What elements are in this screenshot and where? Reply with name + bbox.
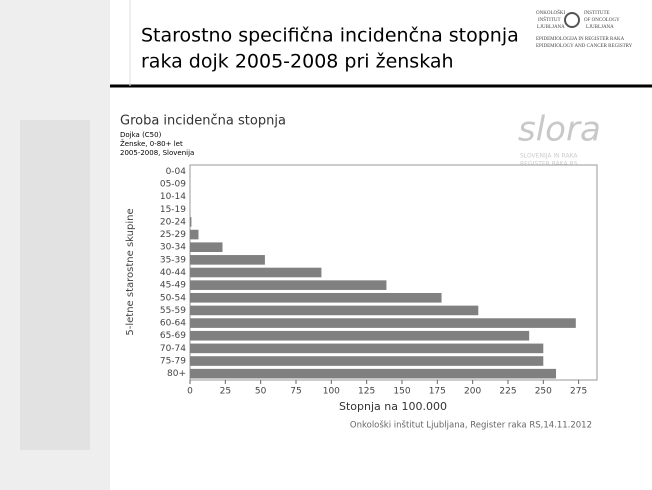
y-axis-label: 5-letne starostne skupine [125, 208, 136, 335]
chart-subtitle: Ženske, 0-80+ let [120, 139, 183, 148]
building-shape [20, 120, 90, 450]
y-tick-label: 25-29 [160, 230, 186, 240]
bar [190, 368, 557, 379]
slide-title: Starostno specifična incidenčna stopnja [141, 25, 519, 47]
footer: Onkološki inštitut Ljubljana, Register r… [350, 420, 592, 431]
logo-icon [564, 12, 580, 28]
logo-text: OF ONCOLOGY [584, 18, 620, 23]
y-tick-label: 15-19 [160, 205, 186, 215]
watermark: SLOVENIJA IN RAKA [520, 153, 578, 160]
bar [190, 217, 192, 227]
bar [190, 292, 442, 303]
y-tick-label: 40-44 [160, 268, 186, 278]
bar [190, 305, 479, 316]
chart-title: Groba incidenčna stopnja [120, 114, 286, 129]
logo-text: EPIDEMIOLOGIJA IN REGISTER RAKA [536, 37, 625, 42]
bar [190, 280, 387, 290]
bar [190, 318, 576, 328]
bar [190, 229, 199, 240]
bar [190, 356, 544, 366]
y-tick-label: 30-34 [160, 243, 186, 253]
y-tick-label: 20-24 [160, 217, 186, 227]
y-tick-label: 65-69 [160, 331, 186, 341]
logo-text: LJUBLJANA [537, 25, 565, 30]
y-tick-label: 75-79 [160, 357, 186, 367]
x-tick-label: 25 [220, 387, 231, 397]
y-tick-label: 80+ [167, 369, 186, 379]
watermark: REGISTER RAKA RS [520, 161, 578, 168]
logo-text: ONKOLOŠKI [536, 10, 566, 16]
logo-text: LJUBLJANA [586, 25, 614, 30]
logo-text: INSTITUTE [584, 11, 610, 16]
chart-subtitle: Dojka (C50) [120, 131, 162, 139]
y-tick-label: 55-59 [160, 306, 186, 316]
x-tick-label: 175 [429, 387, 446, 397]
watermark: slora [518, 110, 601, 150]
x-tick-label: 125 [358, 387, 375, 397]
x-tick-label: 275 [570, 387, 587, 397]
y-tick-label: 45-49 [160, 281, 186, 291]
slide-title: raka dojk 2005-2008 pri ženskah [141, 51, 454, 73]
x-tick-label: 250 [535, 387, 552, 397]
bar [190, 343, 544, 354]
x-tick-label: 100 [323, 387, 340, 397]
x-tick-label: 0 [187, 387, 193, 397]
y-tick-label: 0-04 [166, 167, 187, 177]
x-axis-label: Stopnja na 100.000 [339, 400, 447, 413]
bar [190, 267, 322, 278]
bar [190, 330, 530, 341]
y-tick-label: 70-74 [160, 344, 186, 354]
y-tick-label: 35-39 [160, 255, 186, 265]
x-tick-label: 200 [464, 387, 481, 397]
bar [190, 242, 223, 253]
x-tick-label: 50 [255, 387, 267, 397]
y-tick-label: 60-64 [160, 319, 186, 329]
logo-text: EPIDEMIOLOGY AND CANCER REGISTRY [536, 44, 633, 49]
x-tick-label: 225 [499, 387, 516, 397]
x-tick-label: 75 [290, 387, 301, 397]
y-tick-label: 10-14 [160, 192, 186, 202]
chart-subtitle: 2005-2008, Slovenija [120, 149, 194, 157]
y-tick-label: 05-09 [160, 179, 186, 189]
logo-text: INŠTITUT [538, 17, 561, 23]
bar [190, 255, 265, 265]
y-tick-label: 50-54 [160, 293, 186, 303]
x-tick-label: 150 [393, 387, 410, 397]
